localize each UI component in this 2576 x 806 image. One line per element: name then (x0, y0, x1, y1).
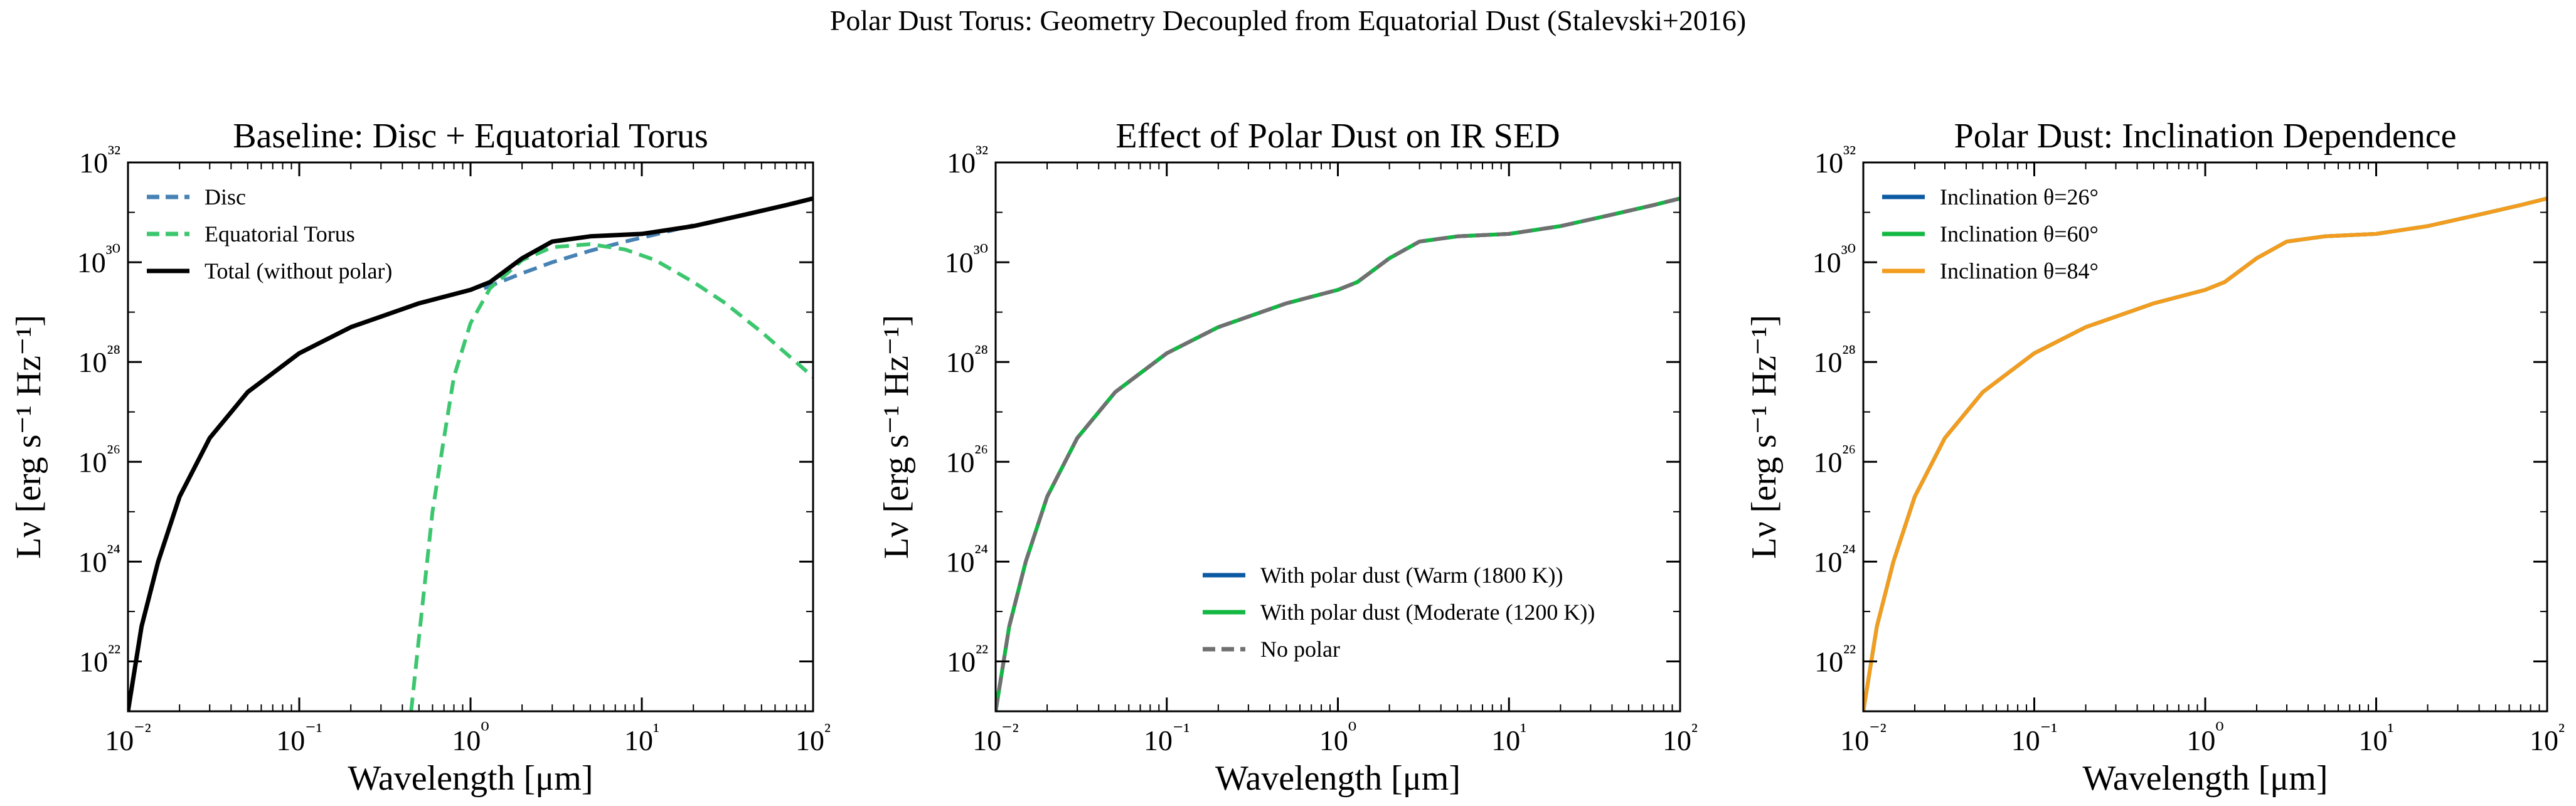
x-tick-label: 10² (1663, 719, 1698, 756)
x-tick-label: 10⁻¹ (276, 719, 322, 756)
legend-label: Equatorial Torus (205, 221, 355, 247)
y-tick-label: 10³² (947, 141, 988, 179)
legend: Inclination θ=26° Inclination θ=60° Inclin… (1882, 184, 2099, 284)
y-tick-label: 10²² (947, 640, 988, 678)
figure-suptitle: Polar Dust Torus: Geometry Decoupled fro… (830, 4, 1746, 36)
y-axis-label: Lν [erg s⁻¹ Hz⁻¹] (1745, 315, 1784, 559)
x-tick-label: 10² (2530, 719, 2565, 756)
panel-1: 10⁻² 10⁻¹ 10⁰ 10¹ 10² 10²² 10²⁴ 10²⁶ 10²⁸ 10³⁰ 10³… (9, 117, 831, 798)
x-tick-label: 10² (796, 719, 831, 756)
x-tick-label: 10⁰ (452, 719, 489, 756)
y-tick-label: 10²⁴ (78, 541, 120, 578)
legend-label: Total (without polar) (205, 258, 392, 284)
x-tick-label: 10⁰ (2186, 719, 2223, 756)
x-tick-label: 10¹ (2359, 719, 2394, 756)
legend-label: With polar dust (Warm (1800 K)) (1260, 563, 1563, 588)
panel-title: Effect of Polar Dust on IR SED (1115, 117, 1560, 156)
x-tick-label: 10⁻² (972, 719, 1018, 756)
series-line-3 (1863, 196, 2547, 711)
x-tick-label: 10⁻² (1840, 719, 1886, 756)
y-tick-label: 10²⁶ (78, 441, 120, 479)
y-tick-label: 10²⁸ (1814, 341, 1856, 378)
y-tick-label: 10³⁰ (1812, 241, 1856, 278)
series-line-3 (128, 196, 813, 711)
y-axis-label: Lν [erg s⁻¹ Hz⁻¹] (877, 315, 916, 559)
y-tick-label: 10³⁰ (945, 241, 988, 278)
y-tick-label: 10²⁶ (946, 441, 988, 479)
x-tick-label: 10¹ (624, 719, 659, 756)
x-axis-label: Wavelength [μm] (348, 759, 593, 798)
series-line-2 (409, 242, 813, 711)
y-axis-label: Lν [erg s⁻¹ Hz⁻¹] (9, 315, 48, 559)
x-tick-label: 10⁻² (105, 719, 151, 756)
y-tick-label: 10²⁴ (946, 541, 988, 578)
series-group (128, 196, 813, 711)
panel-title: Polar Dust: Inclination Dependence (1954, 117, 2457, 156)
series-group (996, 196, 1680, 711)
panel-3: 10⁻² 10⁻¹ 10⁰ 10¹ 10² 10²² 10²⁴ 10²⁶ 10²⁸ 10³⁰ 10³… (1745, 117, 2565, 798)
series-line-3 (996, 196, 1680, 711)
legend-label: With polar dust (Moderate (1200 K)) (1260, 600, 1595, 625)
legend-label: Inclination θ=26° (1940, 184, 2099, 209)
y-tick-label: 10²⁸ (946, 341, 988, 378)
x-axis-label: Wavelength [μm] (1215, 759, 1461, 798)
y-tick-label: 10²⁸ (78, 341, 120, 378)
x-axis-label: Wavelength [μm] (2083, 759, 2328, 798)
y-tick-label: 10³² (1814, 141, 1856, 179)
panel-2: 10⁻² 10⁻¹ 10⁰ 10¹ 10² 10²² 10²⁴ 10²⁶ 10²⁸ 10³⁰ 10³… (877, 117, 1698, 798)
series-line-1 (483, 223, 694, 290)
legend-label: Disc (205, 184, 246, 209)
x-tick-label: 10¹ (1491, 719, 1526, 756)
legend-label: No polar (1260, 637, 1340, 662)
legend-label: Inclination θ=84° (1940, 258, 2099, 284)
legend-label: Inclination θ=60° (1940, 221, 2099, 247)
series-group (1863, 196, 2547, 711)
y-tick-label: 10³⁰ (77, 241, 120, 278)
legend: With polar dust (Warm (1800 K)) With pola… (1203, 563, 1595, 662)
y-tick-label: 10²² (1814, 640, 1856, 678)
panel-title: Baseline: Disc + Equatorial Torus (233, 117, 708, 156)
x-tick-label: 10⁻¹ (1144, 719, 1190, 756)
y-tick-label: 10²⁶ (1814, 441, 1856, 479)
y-tick-label: 10²⁴ (1814, 541, 1856, 578)
x-tick-label: 10⁰ (1319, 719, 1356, 756)
legend: Disc Equatorial Torus Total (without polar… (147, 184, 392, 284)
y-tick-label: 10³² (79, 141, 120, 179)
x-tick-label: 10⁻¹ (2011, 719, 2057, 756)
y-tick-label: 10²² (79, 640, 120, 678)
